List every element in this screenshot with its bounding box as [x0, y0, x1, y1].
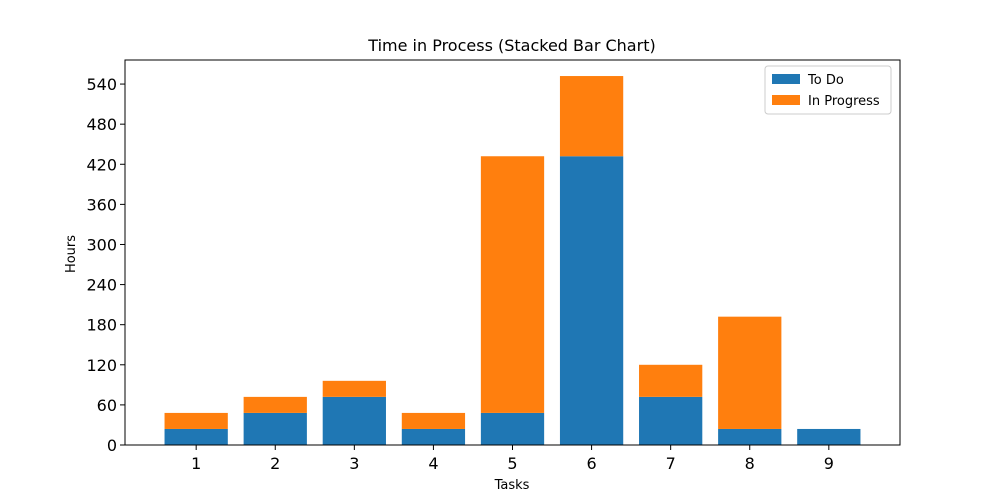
y-tick-label: 240 — [86, 276, 117, 295]
x-tick-label: 4 — [428, 454, 438, 473]
y-tick-label: 300 — [86, 235, 117, 254]
x-tick-label: 7 — [666, 454, 676, 473]
bars-group — [164, 76, 861, 446]
x-tick-label: 3 — [349, 454, 359, 473]
bar-task-2-in-progress — [243, 396, 307, 413]
x-axis-label: Tasks — [494, 478, 530, 493]
bar-task-6-to-do — [559, 156, 624, 445]
bar-task-7-to-do — [639, 396, 703, 446]
bar-task-8-to-do — [718, 428, 782, 445]
bar-task-5-in-progress — [480, 156, 545, 413]
x-tick-label: 6 — [586, 454, 596, 473]
chart-title: Time in Process (Stacked Bar Chart) — [367, 36, 655, 55]
bar-task-4-to-do — [401, 428, 466, 445]
y-tick-label: 60 — [97, 396, 117, 415]
x-axis-ticks: 1 2 3 4 5 6 7 8 9 — [191, 445, 834, 473]
plot-frame — [124, 59, 901, 446]
bar-task-1-to-do — [164, 428, 228, 445]
bar-task-3-in-progress — [322, 380, 386, 397]
y-tick-label: 180 — [86, 316, 117, 335]
bar-task-2-to-do — [243, 412, 307, 445]
y-axis-label: Hours — [64, 235, 79, 273]
bar-task-6-in-progress — [559, 76, 624, 157]
legend-swatch — [772, 74, 800, 84]
x-tick-label: 9 — [824, 454, 834, 473]
bar-task-9-to-do — [797, 428, 861, 445]
bar-task-7-in-progress — [639, 364, 703, 397]
bar-task-4-in-progress — [401, 412, 466, 429]
bar-task-3-to-do — [322, 396, 386, 446]
bar-task-8-in-progress — [718, 316, 782, 429]
y-tick-label: 420 — [86, 155, 117, 174]
x-tick-label: 5 — [507, 454, 517, 473]
x-tick-label: 1 — [191, 454, 201, 473]
y-tick-label: 0 — [107, 436, 117, 455]
legend-swatch — [772, 95, 800, 105]
bar-task-5-to-do — [480, 412, 545, 445]
x-tick-label: 8 — [745, 454, 755, 473]
y-tick-label: 120 — [86, 356, 117, 375]
y-tick-label: 540 — [86, 75, 117, 94]
y-tick-label: 360 — [86, 195, 117, 214]
bar-task-1-in-progress — [164, 412, 228, 429]
legend-label: To Do — [807, 73, 844, 88]
y-tick-label: 480 — [86, 115, 117, 134]
x-tick-label: 2 — [270, 454, 280, 473]
y-axis-ticks: 0 60 120 180 240 300 360 420 480 540 — [86, 75, 125, 455]
legend: To Do In Progress — [764, 65, 892, 115]
legend-label: In Progress — [808, 94, 880, 109]
